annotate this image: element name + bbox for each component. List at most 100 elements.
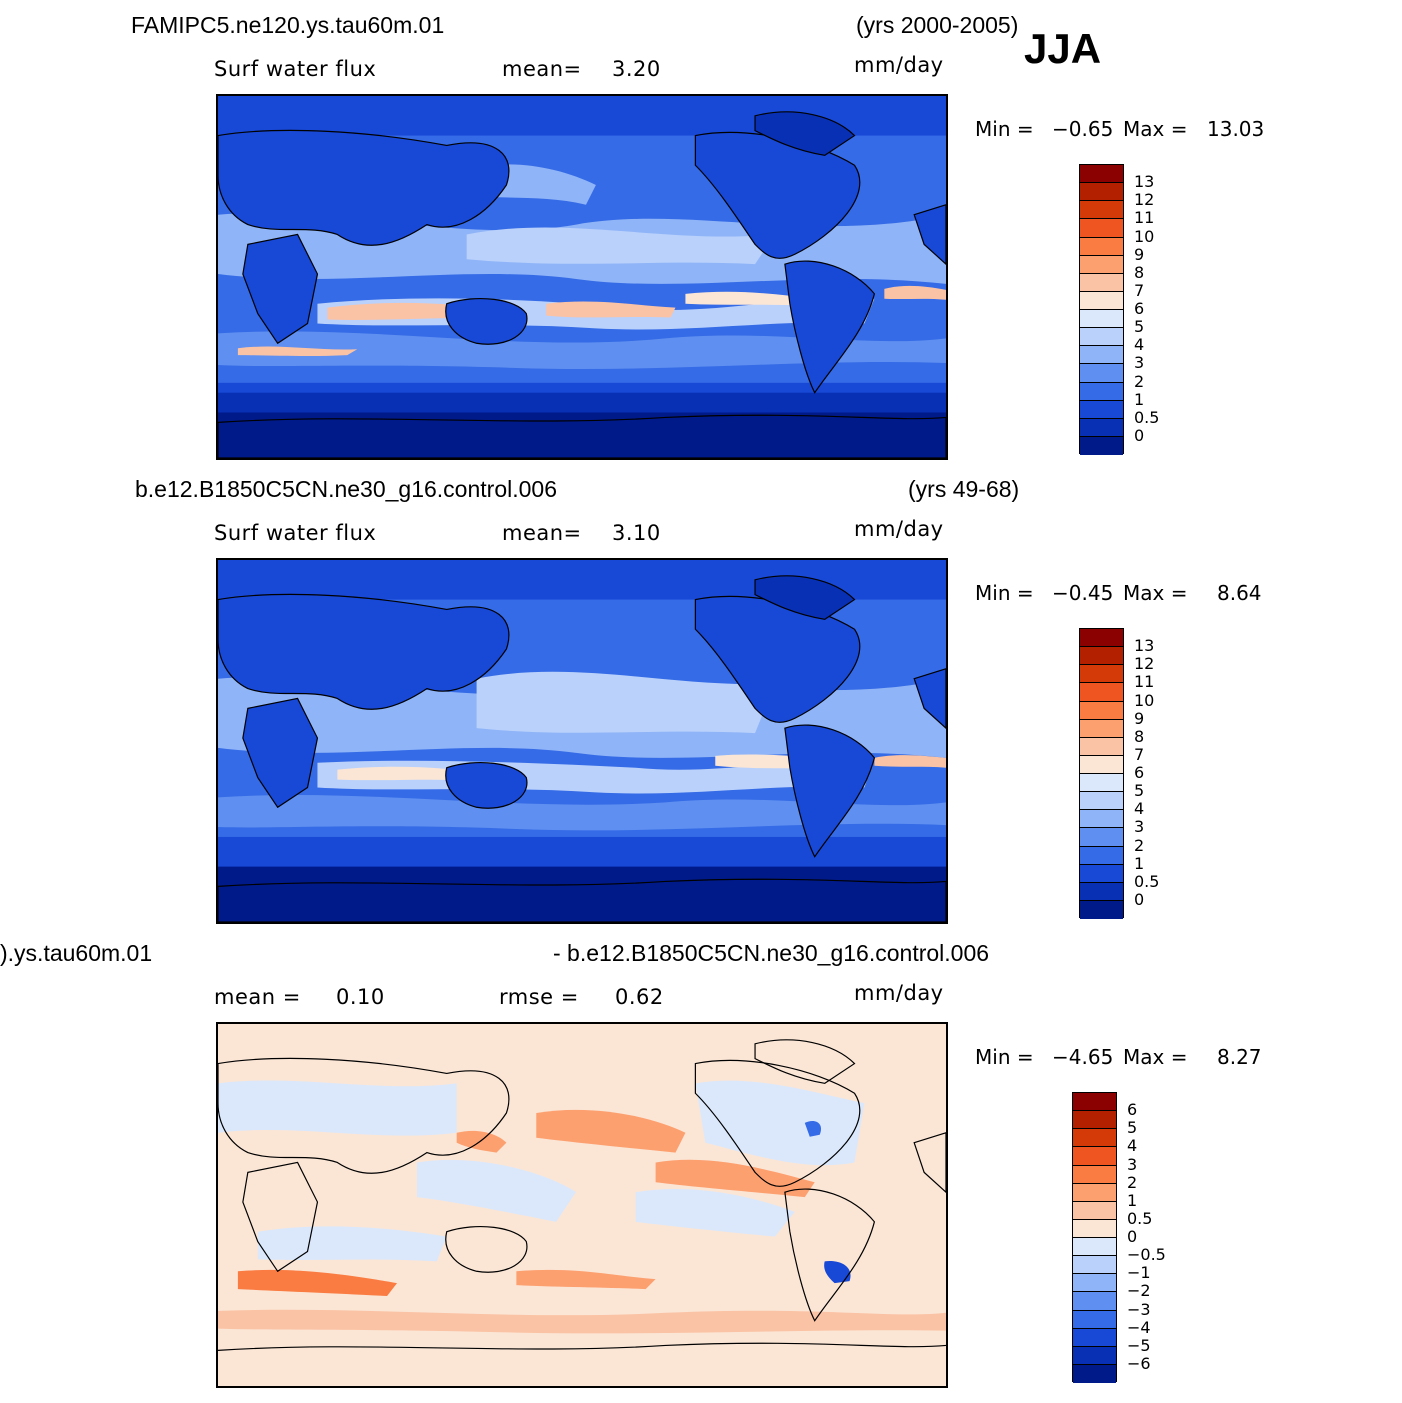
colorbar-label: 13 xyxy=(1134,172,1155,192)
colorbar-label: 0 xyxy=(1134,425,1145,445)
colorbar-label: 13 xyxy=(1134,636,1155,656)
colorbar-label: −6 xyxy=(1127,1353,1151,1373)
panel1-max-label: Max = xyxy=(1123,117,1188,141)
panel3-max-value: 8.27 xyxy=(1217,1045,1262,1069)
colorbar-label: 4 xyxy=(1127,1136,1138,1156)
panel2-min-label: Min = xyxy=(975,581,1034,605)
colorbar-label: 4 xyxy=(1134,799,1145,819)
panel3-mean-label: mean = xyxy=(214,985,301,1009)
panel3-map xyxy=(216,1022,948,1388)
panel2-units: mm/day xyxy=(854,517,944,541)
colorbar-swatch xyxy=(1073,1183,1116,1202)
colorbar-swatch xyxy=(1080,219,1123,238)
panel2-min-value: −0.45 xyxy=(1052,581,1114,605)
panel1-mean-label: mean= xyxy=(502,57,582,81)
colorbar-label: −3 xyxy=(1127,1299,1151,1319)
colorbar-swatch xyxy=(1073,1093,1116,1112)
colorbar-label: 5 xyxy=(1134,317,1145,337)
colorbar-swatch xyxy=(1073,1310,1116,1329)
colorbar-swatch xyxy=(1073,1238,1116,1257)
panel2-max-label: Max = xyxy=(1123,581,1188,605)
colorbar-label: 1 xyxy=(1134,389,1145,409)
colorbar-swatch xyxy=(1073,1165,1116,1184)
colorbar-label: 7 xyxy=(1134,280,1145,300)
colorbar-label: 10 xyxy=(1134,690,1155,710)
panel2-years: (yrs 49-68) xyxy=(908,476,1020,502)
colorbar-swatch xyxy=(1080,237,1123,256)
panel1-case-title: FAMIPC5.ne120.ys.tau60m.01 xyxy=(131,12,445,38)
colorbar-label: 11 xyxy=(1134,672,1155,692)
panel3-rmse-label: rmse = xyxy=(499,985,579,1009)
panel1-variable: Surf water flux xyxy=(214,57,377,81)
colorbar-label: 9 xyxy=(1134,708,1145,728)
colorbar-swatch xyxy=(1080,647,1123,666)
panel1-years: (yrs 2000-2005) xyxy=(856,12,1019,38)
panel3-case-right: - b.e12.B1850C5CN.ne30_g16.control.006 xyxy=(553,940,990,966)
colorbar-label: 4 xyxy=(1134,335,1145,355)
colorbar-label: 0.5 xyxy=(1127,1208,1153,1228)
panel2-max-value: 8.64 xyxy=(1217,581,1262,605)
colorbar-swatch xyxy=(1080,719,1123,738)
colorbar-swatch xyxy=(1080,310,1123,329)
panel1-units: mm/day xyxy=(854,53,944,77)
colorbar-swatch xyxy=(1080,346,1123,365)
panel1-mean-value: 3.20 xyxy=(612,57,661,81)
colorbar-swatch xyxy=(1073,1201,1116,1220)
colorbar-swatch xyxy=(1080,900,1123,919)
colorbar-swatch xyxy=(1080,629,1123,648)
colorbar-label: 6 xyxy=(1127,1100,1138,1120)
panel3-min-value: −4.65 xyxy=(1052,1045,1114,1069)
panel3-colorbar xyxy=(1072,1092,1117,1383)
colorbar-swatch xyxy=(1080,810,1123,829)
colorbar-label: −4 xyxy=(1127,1317,1151,1337)
colorbar-swatch xyxy=(1080,291,1123,310)
colorbar-label: −0.5 xyxy=(1127,1245,1166,1265)
colorbar-swatch xyxy=(1080,201,1123,220)
colorbar-label: 0 xyxy=(1127,1227,1138,1246)
colorbar-swatch xyxy=(1073,1147,1116,1166)
colorbar-swatch xyxy=(1080,273,1123,292)
colorbar-label: 6 xyxy=(1134,299,1145,318)
colorbar-swatch xyxy=(1073,1219,1116,1238)
colorbar-swatch xyxy=(1080,328,1123,347)
colorbar-swatch xyxy=(1080,737,1123,756)
colorbar-label: 12 xyxy=(1134,654,1155,674)
colorbar-label: 11 xyxy=(1134,208,1155,228)
colorbar-swatch xyxy=(1080,436,1123,455)
colorbar-swatch xyxy=(1080,665,1123,684)
panel3-mean-value: 0.10 xyxy=(336,985,385,1009)
colorbar-label: 2 xyxy=(1134,371,1145,391)
colorbar-swatch xyxy=(1080,864,1123,883)
colorbar-label: −5 xyxy=(1127,1335,1151,1355)
colorbar-label: 0 xyxy=(1134,889,1145,909)
panel2-variable: Surf water flux xyxy=(214,521,377,545)
colorbar-swatch xyxy=(1073,1256,1116,1275)
panel2-case-title: b.e12.B1850C5CN.ne30_g16.control.006 xyxy=(135,476,557,502)
colorbar-swatch xyxy=(1073,1274,1116,1293)
colorbar-swatch xyxy=(1080,165,1123,184)
colorbar-label: 8 xyxy=(1134,726,1145,746)
panel2-mean-label: mean= xyxy=(502,521,582,545)
colorbar-swatch xyxy=(1080,400,1123,419)
panel3-min-label: Min = xyxy=(975,1045,1034,1069)
colorbar-swatch xyxy=(1080,828,1123,847)
colorbar-label: 2 xyxy=(1134,835,1145,855)
colorbar-swatch xyxy=(1080,418,1123,437)
colorbar-swatch xyxy=(1080,683,1123,702)
colorbar-swatch xyxy=(1080,774,1123,793)
panel2-mean-value: 3.10 xyxy=(612,521,661,545)
colorbar-swatch xyxy=(1073,1328,1116,1347)
colorbar-swatch xyxy=(1073,1346,1116,1365)
colorbar-swatch xyxy=(1073,1292,1116,1311)
colorbar-swatch xyxy=(1080,755,1123,774)
colorbar-label: 0.5 xyxy=(1134,407,1160,427)
colorbar-swatch xyxy=(1080,792,1123,811)
colorbar-label: 3 xyxy=(1134,353,1145,373)
colorbar-swatch xyxy=(1080,382,1123,401)
panel3-units: mm/day xyxy=(854,981,944,1005)
colorbar-label: 2 xyxy=(1127,1172,1138,1192)
colorbar-swatch xyxy=(1080,364,1123,383)
colorbar-label: 5 xyxy=(1134,781,1145,801)
colorbar-label: 3 xyxy=(1134,817,1145,837)
panel1-min-label: Min = xyxy=(975,117,1034,141)
